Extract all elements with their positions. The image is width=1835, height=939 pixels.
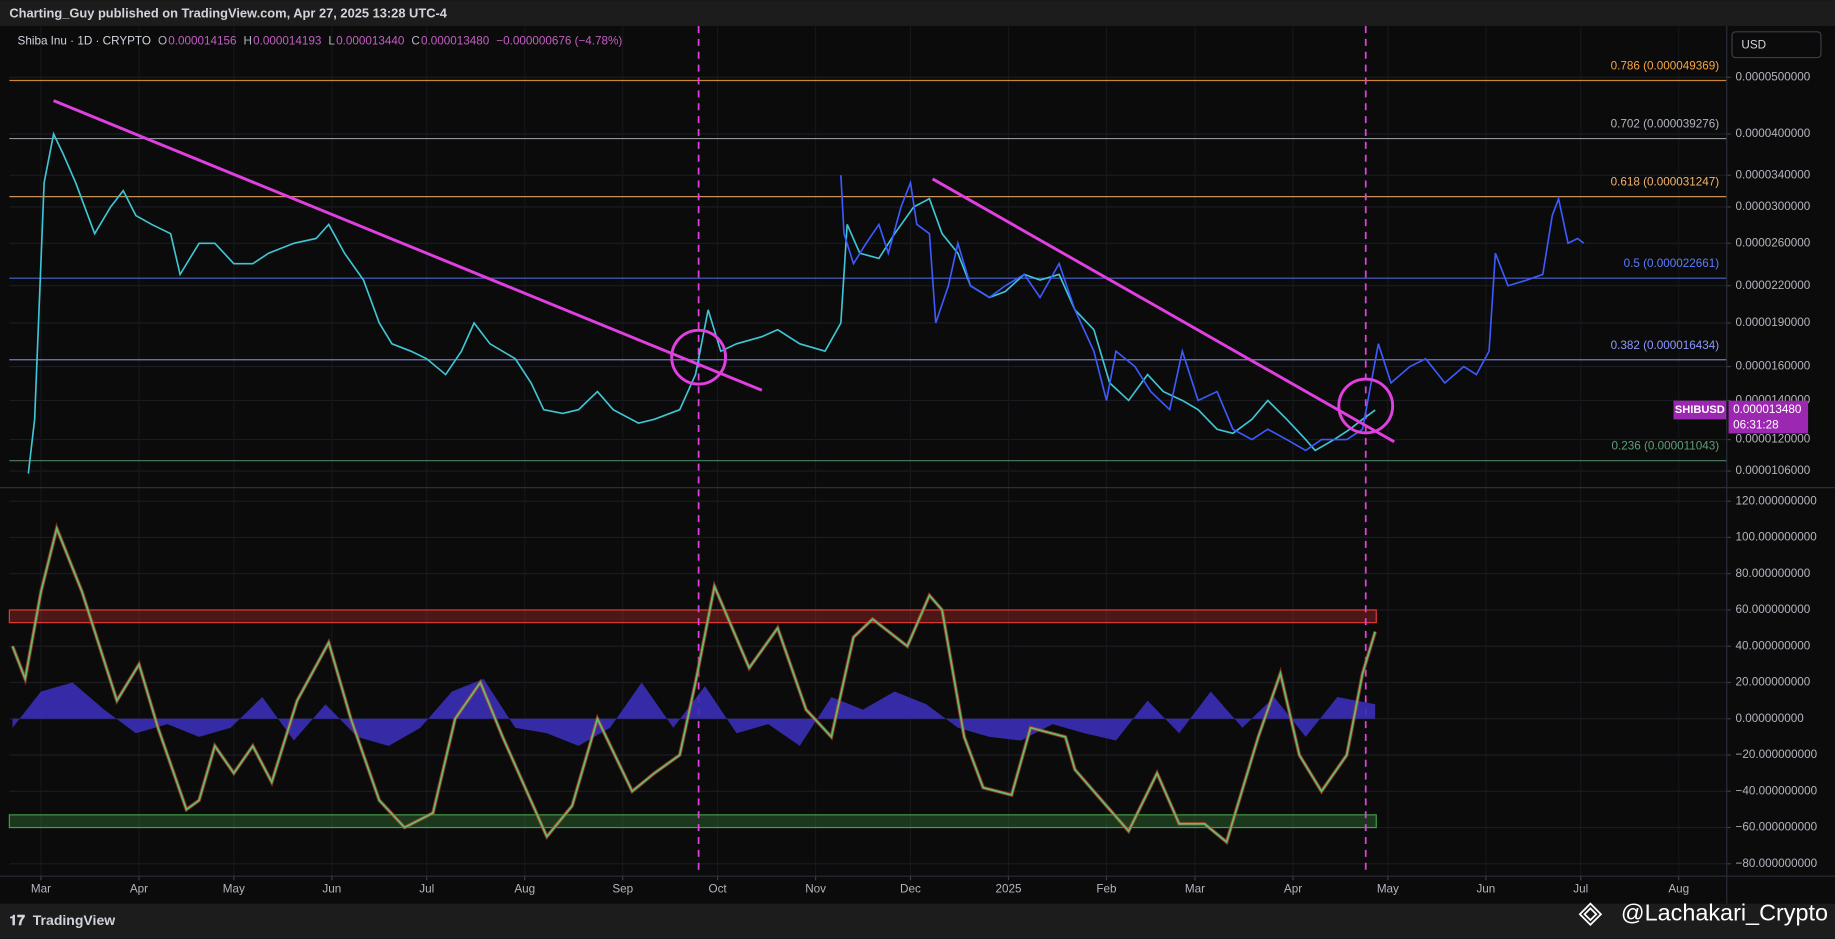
fib-label: 0.618 (0.000031247) xyxy=(1611,176,1720,189)
y-tick-label: 0.0000400000 xyxy=(1736,127,1811,140)
y-tick-label: 0.0000340000 xyxy=(1736,168,1811,181)
trendline xyxy=(53,99,763,392)
currency-box[interactable] xyxy=(1731,31,1822,59)
y-tick-label: 0.0000190000 xyxy=(1736,316,1811,329)
legend-text: 0.000014193 xyxy=(253,34,321,47)
series-line xyxy=(27,131,1376,474)
x-tick-label: Oct xyxy=(708,883,727,896)
y-tick-label: −40.000000000 xyxy=(1736,784,1818,797)
x-tick-label: Jul xyxy=(1573,883,1588,896)
x-tick-label: Jun xyxy=(1476,883,1495,896)
y-tick-label: 0.0000120000 xyxy=(1736,433,1811,446)
y-tick-label: 120.000000000 xyxy=(1736,494,1818,507)
footer-brand: TradingView xyxy=(33,912,115,928)
x-tick-label: Dec xyxy=(900,883,921,896)
band xyxy=(8,814,1377,829)
price-badge-value: 0.000013480 xyxy=(1733,403,1802,416)
y-tick-label: 0.0000106000 xyxy=(1736,464,1811,477)
x-tick-label: Mar xyxy=(1185,883,1205,896)
highlight-circle xyxy=(1337,377,1395,435)
y-tick-label: 60.000000000 xyxy=(1736,603,1811,616)
y-tick-label: −60.000000000 xyxy=(1736,821,1818,834)
legend-text: O xyxy=(158,34,167,47)
y-tick-label: 0.0000500000 xyxy=(1736,70,1811,83)
symbol-badge xyxy=(1673,400,1727,420)
highlight-circle xyxy=(670,328,727,386)
footer-bar xyxy=(0,903,1835,939)
y-tick-label: −20.000000000 xyxy=(1736,748,1818,761)
x-tick-label: Jun xyxy=(322,883,341,896)
legend-text: 0.000014156 xyxy=(168,34,236,47)
x-tick-label: May xyxy=(223,883,245,896)
legend-text: 0.000013480 xyxy=(421,34,490,47)
y-tick-label: 100.000000000 xyxy=(1736,531,1818,544)
legend-text: H xyxy=(244,34,252,47)
x-tick-label: Aug xyxy=(1668,883,1689,896)
header-text: Charting_Guy published on TradingView.co… xyxy=(9,6,447,21)
y-tick-label: 80.000000000 xyxy=(1736,567,1811,580)
trendline xyxy=(931,177,1395,444)
x-tick-label: Apr xyxy=(1284,883,1302,896)
x-tick-label: Feb xyxy=(1096,883,1117,896)
legend-text: C xyxy=(411,34,419,47)
x-tick-label: Aug xyxy=(514,883,535,896)
x-tick-label: Sep xyxy=(612,883,633,896)
fib-label: 0.702 (0.000039276) xyxy=(1611,118,1720,131)
y-tick-label: 0.0000220000 xyxy=(1736,279,1811,292)
price-badge-countdown: 06:31:28 xyxy=(1733,418,1779,431)
x-tick-label: Mar xyxy=(31,883,51,896)
x-tick-label: 2025 xyxy=(995,883,1022,896)
price-badge xyxy=(1728,400,1809,434)
band xyxy=(8,609,1377,624)
y-tick-label: 0.0000160000 xyxy=(1736,360,1811,373)
series-line xyxy=(840,175,1585,452)
legend-text: L xyxy=(328,34,335,47)
y-tick-label: 40.000000000 xyxy=(1736,639,1811,652)
series-line xyxy=(11,525,1377,844)
fib-label: 0.786 (0.000049369) xyxy=(1611,60,1720,73)
x-tick-label: May xyxy=(1377,883,1399,896)
x-tick-label: Apr xyxy=(130,883,148,896)
legend-text: Shiba Inu · 1D · CRYPTO xyxy=(18,34,151,47)
y-tick-label: −80.000000000 xyxy=(1736,857,1818,870)
x-tick-label: Jul xyxy=(419,883,434,896)
currency-label[interactable]: USD xyxy=(1741,38,1766,51)
y-tick-label: 0.0000300000 xyxy=(1736,200,1811,213)
fib-label: 0.5 (0.000022661) xyxy=(1624,257,1720,270)
fib-label: 0.382 (0.000016434) xyxy=(1611,339,1720,352)
legend: Shiba Inu · 1D · CRYPTO O 0.000014156 H 0.00… xyxy=(18,34,623,47)
tv-logo: 𝟏𝟕 xyxy=(9,912,25,928)
watermark-icon xyxy=(1578,902,1603,926)
header-bar xyxy=(0,0,1835,26)
y-tick-label: 20.000000000 xyxy=(1736,676,1811,689)
legend-text: 0.000013440 xyxy=(336,34,405,47)
fib-label: 0.236 (0.000011043) xyxy=(1611,440,1719,453)
legend-text: −0.000000676 (−4.78%) xyxy=(496,34,622,47)
symbol-badge-label: SHIBUSD xyxy=(1675,404,1725,416)
x-tick-label: Nov xyxy=(805,883,826,896)
y-tick-label: 0.000000000 xyxy=(1736,712,1805,725)
y-tick-label: 0.0000260000 xyxy=(1736,236,1811,249)
watermark: @Lachakari_Crypto xyxy=(1621,899,1828,925)
